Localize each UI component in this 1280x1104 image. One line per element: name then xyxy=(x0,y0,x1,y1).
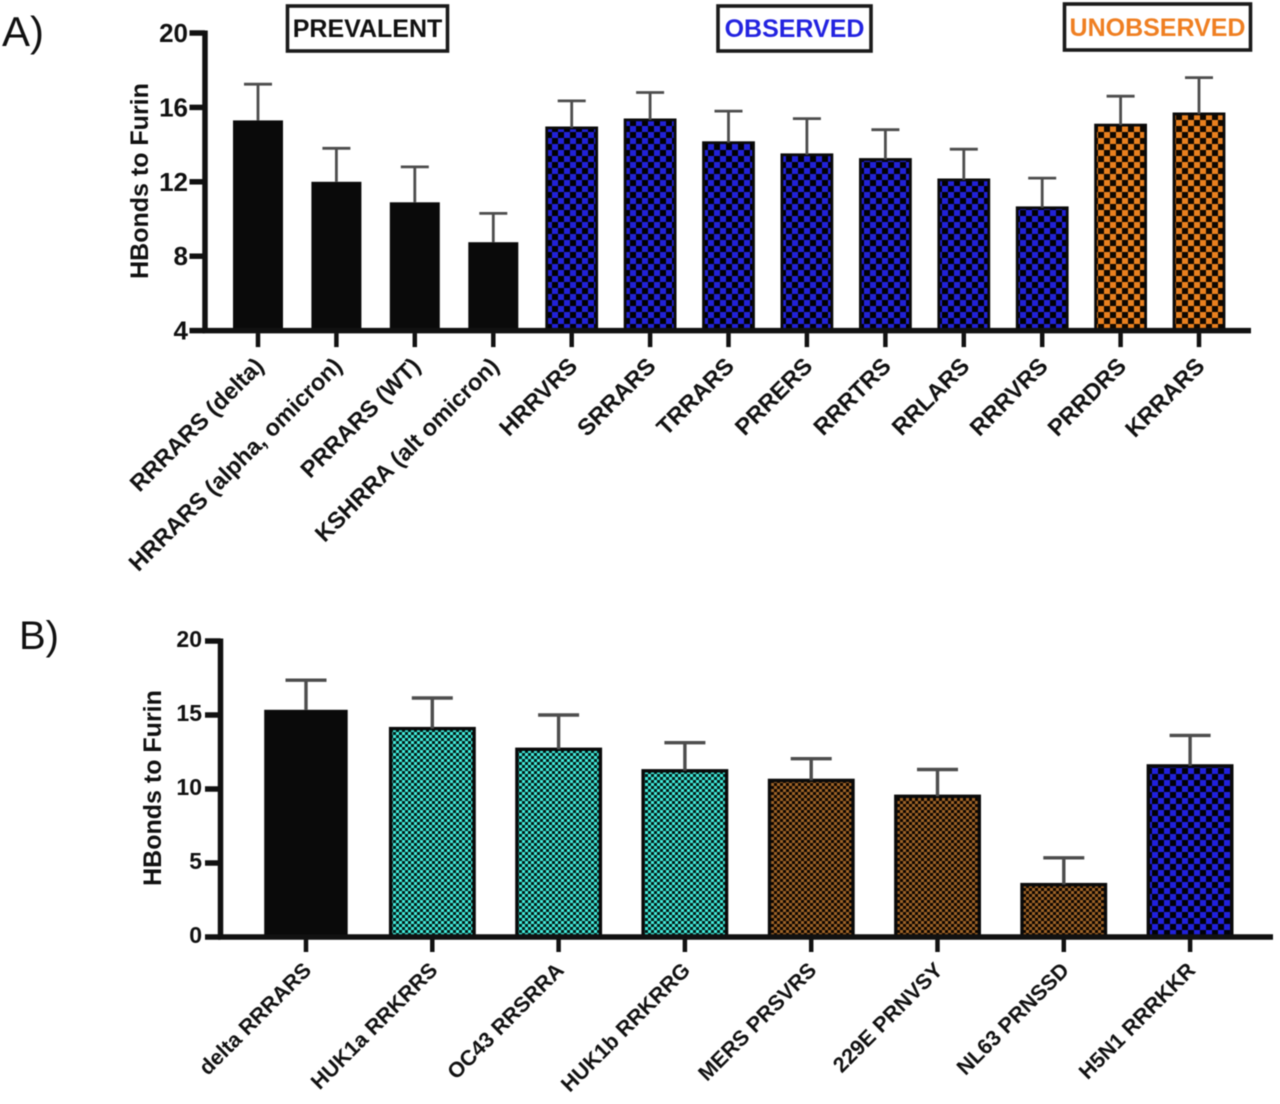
svg-text:0: 0 xyxy=(189,922,202,948)
svg-text:HBonds to Furin: HBonds to Furin xyxy=(126,83,154,279)
svg-text:5: 5 xyxy=(189,848,202,874)
svg-text:10: 10 xyxy=(176,774,202,800)
svg-text:UNOBSERVED: UNOBSERVED xyxy=(1070,14,1246,42)
svg-text:20: 20 xyxy=(159,18,188,48)
svg-text:20: 20 xyxy=(176,626,202,652)
svg-text:PREVALENT: PREVALENT xyxy=(293,15,443,43)
svg-text:16: 16 xyxy=(159,92,188,122)
svg-text:B): B) xyxy=(19,614,59,658)
svg-text:A): A) xyxy=(2,8,44,55)
svg-text:15: 15 xyxy=(176,700,202,726)
svg-text:4: 4 xyxy=(174,316,189,346)
svg-text:8: 8 xyxy=(174,241,188,271)
svg-text:HBonds to Furin: HBonds to Furin xyxy=(139,690,167,886)
svg-text:12: 12 xyxy=(159,167,188,197)
svg-text:OBSERVED: OBSERVED xyxy=(725,15,865,43)
